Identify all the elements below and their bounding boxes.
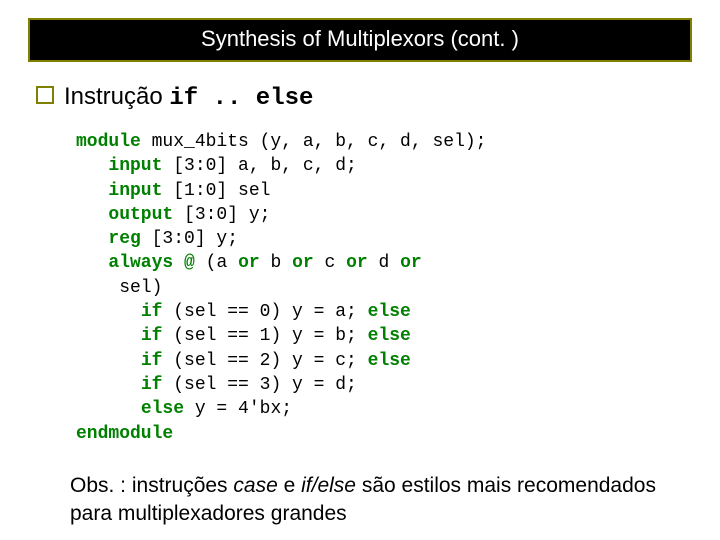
kw-input: input xyxy=(108,156,162,176)
section-title: Instrução if .. else xyxy=(64,83,313,112)
code-text: [3:0] y; xyxy=(141,229,238,249)
kw-else: else xyxy=(141,399,184,419)
kw-or: or xyxy=(292,253,314,273)
kw-else: else xyxy=(368,302,411,322)
footnote: Obs. : instruções case e if/else são est… xyxy=(70,472,692,529)
code-text: (sel == 3) y = d; xyxy=(162,375,356,395)
kw-if: if xyxy=(141,326,163,346)
kw-always: always xyxy=(108,253,173,273)
code-text: (sel == 2) y = c; xyxy=(162,351,367,371)
note-text: e xyxy=(278,474,301,497)
section-title-plain: Instrução xyxy=(64,83,169,110)
kw-else: else xyxy=(368,326,411,346)
code-text: mux_4bits (y, a, b, c, d, sel); xyxy=(141,132,487,152)
note-italic-case: case xyxy=(233,474,277,497)
code-text: (sel == 1) y = b; xyxy=(162,326,367,346)
note-text: Obs. : instruções xyxy=(70,474,233,497)
code-text: c xyxy=(314,253,346,273)
section-title-mono: if .. else xyxy=(169,85,313,112)
kw-or: or xyxy=(238,253,260,273)
kw-else: else xyxy=(368,351,411,371)
code-text: d xyxy=(368,253,400,273)
code-text: y = 4'bx; xyxy=(184,399,292,419)
section: Instrução if .. else module mux_4bits (y… xyxy=(36,82,692,529)
code-block: module mux_4bits (y, a, b, c, d, sel); i… xyxy=(76,130,692,446)
kw-if: if xyxy=(141,351,163,371)
kw-if: if xyxy=(141,375,163,395)
code-text: [3:0] a, b, c, d; xyxy=(162,156,356,176)
code-text: sel) xyxy=(76,278,162,298)
code-text: [3:0] y; xyxy=(173,205,270,225)
kw-at: @ xyxy=(184,253,195,273)
note-italic-ifelse: if/else xyxy=(301,474,356,497)
square-bullet-icon xyxy=(36,86,54,104)
kw-or: or xyxy=(346,253,368,273)
code-text: (a xyxy=(195,253,238,273)
kw-if: if xyxy=(141,302,163,322)
kw-endmodule: endmodule xyxy=(76,424,173,444)
kw-reg: reg xyxy=(108,229,140,249)
code-text: b xyxy=(260,253,292,273)
section-heading-row: Instrução if .. else xyxy=(36,82,692,112)
slide: Synthesis of Multiplexors (cont. ) Instr… xyxy=(0,0,720,540)
kw-input: input xyxy=(108,181,162,201)
code-text: [1:0] sel xyxy=(162,181,270,201)
page-title: Synthesis of Multiplexors (cont. ) xyxy=(201,26,519,51)
title-bar: Synthesis of Multiplexors (cont. ) xyxy=(28,18,692,62)
kw-output: output xyxy=(108,205,173,225)
kw-or: or xyxy=(400,253,422,273)
kw-module: module xyxy=(76,132,141,152)
code-text: (sel == 0) y = a; xyxy=(162,302,367,322)
